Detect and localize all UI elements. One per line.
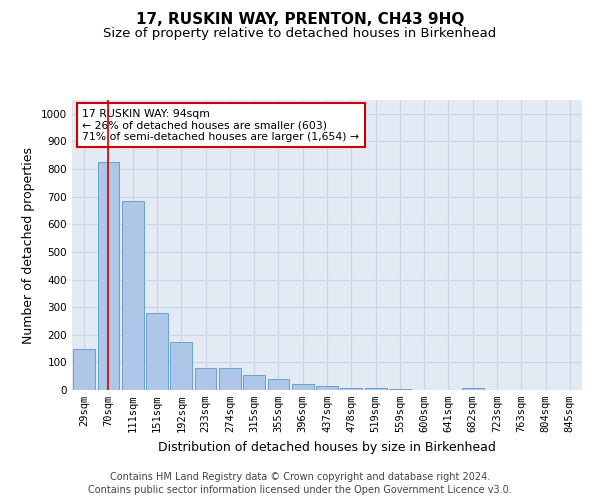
Bar — [73, 348, 95, 390]
Text: 17 RUSKIN WAY: 94sqm
← 26% of detached houses are smaller (603)
71% of semi-deta: 17 RUSKIN WAY: 94sqm ← 26% of detached h… — [82, 108, 359, 142]
Bar — [219, 368, 241, 390]
Bar — [365, 388, 386, 390]
Bar — [340, 388, 362, 390]
Bar — [243, 375, 265, 390]
Bar — [292, 384, 314, 390]
Bar — [97, 162, 119, 390]
Text: Size of property relative to detached houses in Birkenhead: Size of property relative to detached ho… — [103, 28, 497, 40]
Y-axis label: Number of detached properties: Number of detached properties — [22, 146, 35, 344]
Text: 17, RUSKIN WAY, PRENTON, CH43 9HQ: 17, RUSKIN WAY, PRENTON, CH43 9HQ — [136, 12, 464, 28]
Text: Contains HM Land Registry data © Crown copyright and database right 2024.
Contai: Contains HM Land Registry data © Crown c… — [88, 472, 512, 495]
Bar — [194, 368, 217, 390]
Bar — [268, 379, 289, 390]
Bar — [122, 201, 143, 390]
Bar — [462, 388, 484, 390]
X-axis label: Distribution of detached houses by size in Birkenhead: Distribution of detached houses by size … — [158, 440, 496, 454]
Bar — [316, 386, 338, 390]
Bar — [170, 342, 192, 390]
Bar — [146, 312, 168, 390]
